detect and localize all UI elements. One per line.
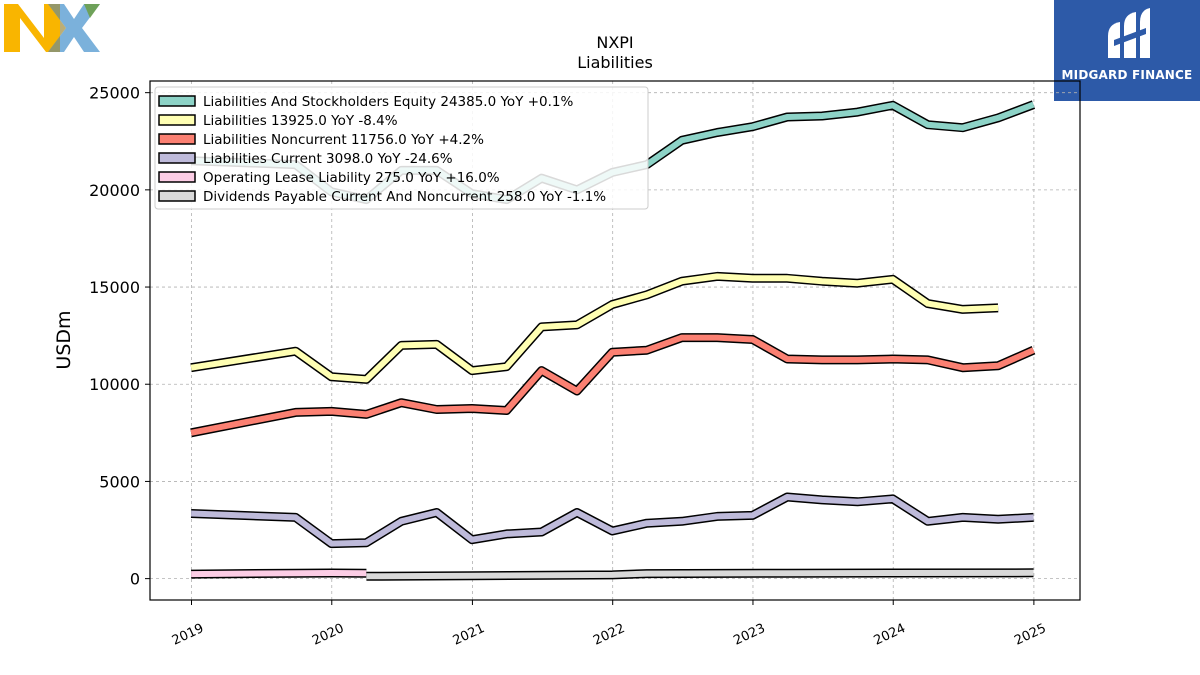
x-tick-label: 2023 bbox=[731, 621, 767, 649]
x-tick-label: 2022 bbox=[591, 621, 627, 649]
y-tick-label: 10000 bbox=[89, 375, 140, 394]
series-2 bbox=[190, 333, 1036, 438]
x-tick-label: 2020 bbox=[310, 621, 346, 649]
legend-item: Liabilities And Stockholders Equity 2438… bbox=[158, 94, 573, 110]
legend-label: Liabilities 13925.0 YoY -8.4% bbox=[203, 113, 398, 129]
legend-item: Liabilities 13925.0 YoY -8.4% bbox=[158, 113, 398, 129]
series-line bbox=[190, 273, 999, 383]
midgard-emblem-icon bbox=[1108, 8, 1150, 58]
legend-swatch bbox=[158, 190, 196, 202]
legend-item: Liabilities Current 3098.0 YoY -24.6% bbox=[158, 151, 453, 167]
legend-swatch bbox=[158, 152, 196, 164]
x-tick-label: 2021 bbox=[451, 621, 487, 649]
series-1 bbox=[190, 271, 999, 384]
series-line bbox=[191, 570, 367, 578]
midgard-finance-logo: MIDGARD FINANCE bbox=[1054, 0, 1200, 101]
chart-title: NXPI bbox=[596, 33, 633, 52]
y-tick-label: 15000 bbox=[89, 278, 140, 297]
legend-frame bbox=[154, 86, 649, 210]
series-5 bbox=[366, 568, 1034, 581]
legend-label: Operating Lease Liability 275.0 YoY +16.… bbox=[203, 170, 500, 186]
legend-item: Dividends Payable Current And Noncurrent… bbox=[158, 189, 606, 205]
legend-label: Liabilities Current 3098.0 YoY -24.6% bbox=[203, 151, 453, 167]
plot-frame bbox=[149, 80, 1081, 601]
x-tick-label: 2025 bbox=[1012, 621, 1048, 649]
legend-swatch bbox=[158, 133, 196, 145]
x-tick-label: 2019 bbox=[170, 621, 206, 649]
series-3 bbox=[190, 492, 1034, 549]
y-axis: 0 5000 10000 15000 20000 25000 bbox=[89, 84, 150, 589]
y-tick-label: 20000 bbox=[89, 181, 140, 200]
nxp-logo bbox=[4, 4, 120, 52]
legend-swatch bbox=[158, 171, 196, 183]
legend-item: Liabilities Noncurrent 11756.0 YoY +4.2% bbox=[158, 132, 484, 148]
y-axis-label: USDm bbox=[53, 310, 75, 369]
legend-item: Operating Lease Liability 275.0 YoY +16.… bbox=[158, 170, 500, 186]
legend-swatch bbox=[158, 114, 196, 126]
midgard-finance-text: MIDGARD FINANCE bbox=[1061, 68, 1193, 82]
x-axis: 2019 2020 2021 2022 2023 2024 2025 bbox=[170, 600, 1049, 649]
series-4 bbox=[191, 568, 367, 579]
y-tick-label: 25000 bbox=[89, 84, 140, 103]
legend-label: Liabilities Noncurrent 11756.0 YoY +4.2% bbox=[203, 132, 484, 148]
chart-subtitle: Liabilities bbox=[577, 53, 653, 72]
y-tick-label: 0 bbox=[130, 570, 140, 589]
legend-label: Liabilities And Stockholders Equity 2438… bbox=[203, 94, 573, 110]
legend-label: Dividends Payable Current And Noncurrent… bbox=[203, 189, 606, 205]
y-tick-label: 5000 bbox=[99, 472, 140, 491]
legend: Liabilities And Stockholders Equity 2438… bbox=[154, 86, 649, 210]
series-line bbox=[366, 569, 1034, 580]
x-tick-label: 2024 bbox=[872, 621, 908, 649]
legend-swatch bbox=[158, 95, 196, 107]
